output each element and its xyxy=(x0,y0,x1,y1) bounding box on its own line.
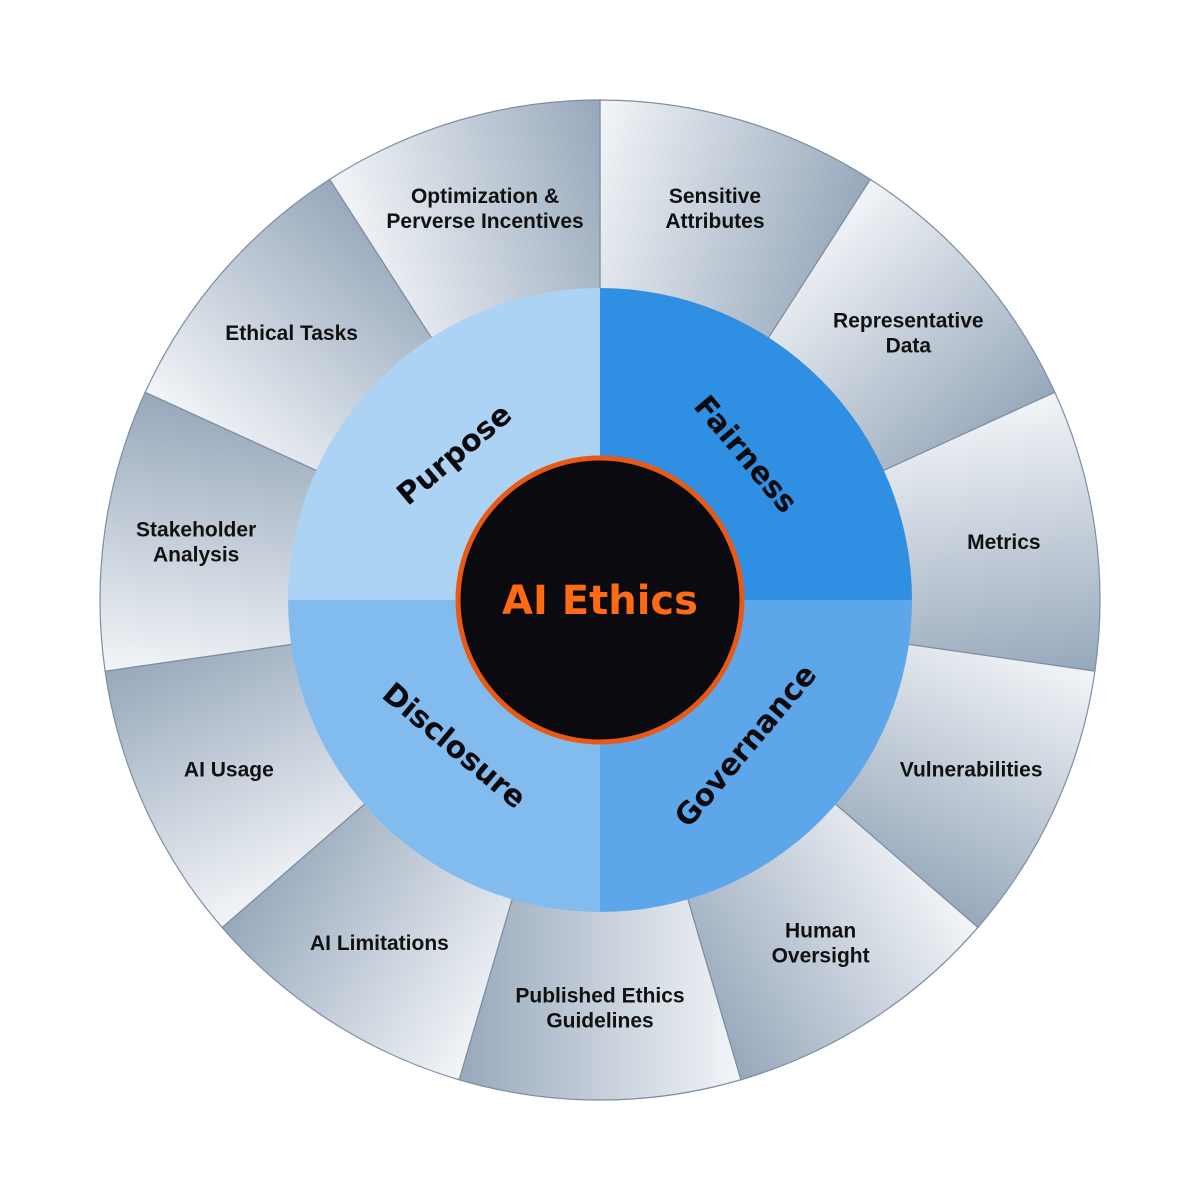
segment-label-ai-limitations: AI Limitations xyxy=(310,932,449,955)
segment-label-optimization-and-perverse-incentives-line-1: Optimization & xyxy=(411,185,559,208)
center-hub: AI Ethics xyxy=(455,455,745,745)
segment-label-stakeholder-analysis-line-2: Analysis xyxy=(153,543,239,566)
segment-label-ethical-tasks: Ethical Tasks xyxy=(225,322,358,345)
center-circle xyxy=(455,455,745,745)
segment-label-representative-data-line-1: Representative xyxy=(833,309,984,332)
segment-label-ai-usage: AI Usage xyxy=(184,758,274,781)
segment-label-published-ethics-guidelines-line-1: Published Ethics xyxy=(515,985,684,1008)
segment-label-optimization-and-perverse-incentives-line-2: Perverse Incentives xyxy=(386,210,583,233)
segment-label-metrics: Metrics xyxy=(967,531,1041,554)
segment-label-representative-data-line-2: Data xyxy=(886,334,932,357)
segment-label-vulnerabilities: Vulnerabilities xyxy=(900,758,1043,781)
segment-label-stakeholder-analysis-line-1: Stakeholder xyxy=(136,518,256,541)
segment-label-published-ethics-guidelines-line-2: Guidelines xyxy=(546,1010,653,1033)
center-title: AI Ethics xyxy=(502,578,698,624)
segment-label-human-oversight-line-1: Human xyxy=(785,920,856,943)
segment-label-sensitive-attributes-line-2: Attributes xyxy=(665,210,764,233)
outer-ring: SensitiveAttributesRepresentativeDataMet… xyxy=(99,99,1101,1101)
segment-label-sensitive-attributes-line-1: Sensitive xyxy=(669,185,761,208)
segment-optimization-and-perverse-incentives: Optimization &Perverse Incentives xyxy=(328,99,601,341)
segment-label-human-oversight-line-2: Oversight xyxy=(772,945,870,968)
